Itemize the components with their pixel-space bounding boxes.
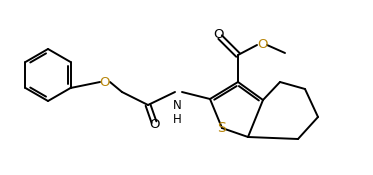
Text: O: O xyxy=(100,75,110,89)
Text: O: O xyxy=(150,118,160,131)
Text: O: O xyxy=(257,38,267,51)
Text: O: O xyxy=(213,29,223,41)
Text: N
H: N H xyxy=(173,99,181,126)
Text: S: S xyxy=(217,121,226,135)
